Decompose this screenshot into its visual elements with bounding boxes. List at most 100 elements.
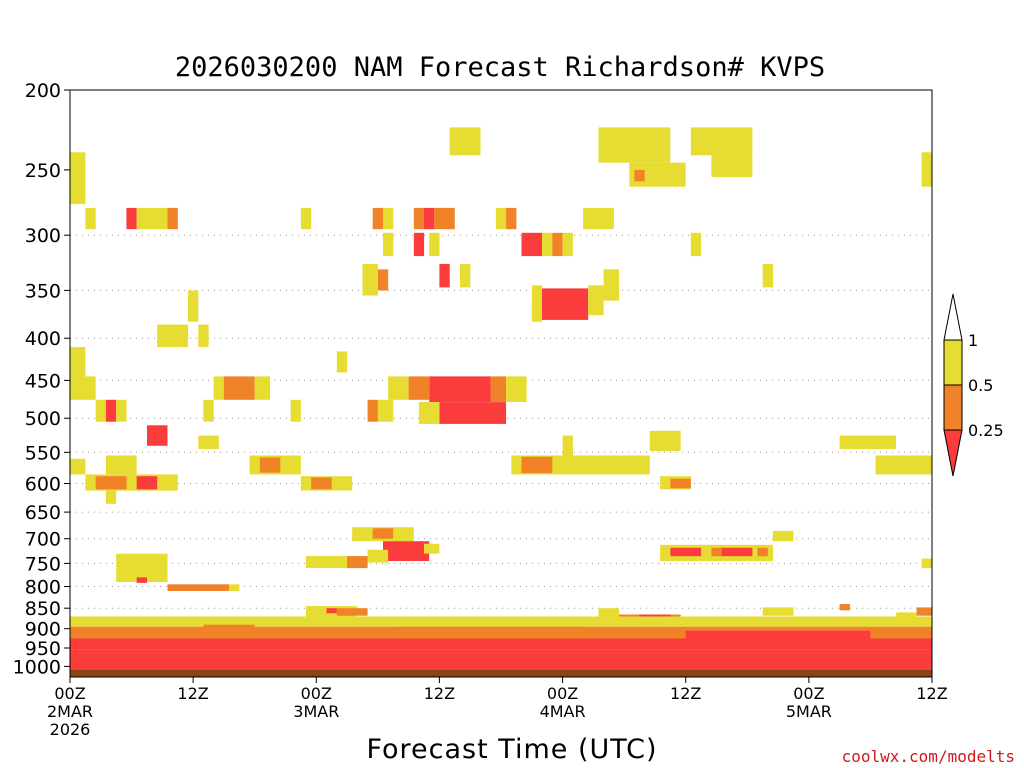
ri-cell-high: [229, 584, 240, 591]
ri-cell-mid: [167, 584, 230, 591]
ri-cell-high: [157, 324, 188, 348]
y-tick-label: 750: [25, 553, 61, 575]
ri-cell-high: [542, 232, 553, 257]
ri-cell-low: [542, 288, 589, 320]
ri-cell-mid: [347, 556, 368, 569]
legend-bin-top: [943, 293, 963, 341]
y-tick-label: 350: [25, 280, 61, 302]
ri-cell-high: [506, 376, 527, 402]
ri-cell-low: [136, 577, 147, 583]
ri-cell-high: [603, 269, 619, 301]
ri-cell-high: [429, 232, 440, 257]
ri-cell-high: [188, 290, 199, 322]
ri-cell-high: [598, 127, 671, 163]
ri-cell-mid: [398, 626, 584, 635]
ri-cell-high: [875, 455, 932, 475]
ri-cell-high: [495, 207, 507, 230]
x-tick-label: 4MAR: [540, 702, 586, 721]
ri-cell-high: [418, 402, 440, 424]
ri-cell-mid: [711, 547, 722, 557]
ri-cell-high: [336, 351, 348, 373]
ri-cell-high: [388, 376, 409, 400]
y-tick-label: 700: [25, 529, 61, 551]
ri-cell-high: [290, 399, 301, 422]
ri-cell-mid: [490, 376, 507, 402]
ri-cell-high: [70, 347, 86, 377]
ri-cell-high: [306, 556, 358, 569]
ri-cell-high: [70, 376, 96, 400]
ri-cell-low: [424, 207, 435, 230]
ri-cell-high: [762, 263, 773, 288]
ri-cell-high: [85, 207, 96, 230]
ri-cell-mid: [552, 232, 563, 257]
legend: 1 0.5 0.25: [943, 293, 1004, 477]
ri-cell-high: [460, 263, 471, 288]
ri-cell-low: [670, 547, 702, 557]
y-tick-label: 800: [25, 577, 61, 599]
ri-cell-mid: [203, 624, 255, 631]
ri-cell-high: [70, 616, 932, 627]
ri-cell-high: [690, 127, 753, 156]
ri-cell-mid: [839, 604, 850, 611]
ri-cell-mid: [259, 457, 281, 473]
x-tick-label: 2026: [50, 720, 91, 739]
ri-cell-high: [136, 207, 168, 230]
ri-cell-high: [583, 207, 614, 230]
ri-cell-high: [921, 558, 932, 569]
ri-cell-high: [116, 553, 168, 582]
ri-cell-high: [562, 232, 573, 257]
ri-cell-high: [70, 152, 86, 205]
ri-cell-high: [690, 232, 702, 257]
ri-cell-high: [449, 127, 481, 156]
y-axis: 200 250 300 350 400 450 500 550 600 650 7007508008…: [13, 80, 70, 678]
x-tick-label: 3MAR: [293, 702, 339, 721]
x-tick-label: 12Z: [670, 684, 701, 703]
ri-cell-low: [126, 207, 137, 230]
ri-cell-mid: [336, 608, 368, 616]
y-tick-label: 550: [25, 442, 61, 464]
legend-bin-mid: [943, 384, 963, 431]
legend-level-label: 0.5: [968, 376, 993, 395]
ri-cell-mid: [311, 477, 332, 490]
ri-cell-high: [198, 435, 219, 449]
legend-bin-high: [943, 339, 963, 386]
legend-bin-low: [943, 429, 963, 477]
ground-band: [70, 670, 932, 677]
ri-cell-low: [147, 425, 168, 446]
ri-cell-mid: [434, 207, 455, 230]
y-tick-label: 1000: [13, 656, 61, 678]
ri-cell-mid: [506, 207, 517, 230]
y-tick-label: 850: [25, 598, 61, 620]
ri-cell-mid: [408, 376, 430, 400]
gridlines: [70, 234, 932, 667]
y-tick-label: 200: [25, 80, 61, 102]
ri-cell-mid: [372, 528, 394, 539]
y-tick-label: 450: [25, 370, 61, 392]
ri-cell-mid: [634, 169, 645, 182]
ri-cell-mid: [377, 269, 389, 291]
ri-cell-high: [300, 207, 312, 230]
x-tick-label: 00Z: [793, 684, 824, 703]
ri-cell-high: [383, 207, 394, 230]
ri-cell-low: [136, 476, 158, 490]
x-tick-label: 00Z: [547, 684, 578, 703]
ri-cell-low: [105, 399, 117, 422]
y-tick-label: 950: [25, 638, 61, 660]
ri-cell-high: [921, 152, 932, 187]
credit-text: coolwx.com/modelts: [842, 747, 1015, 766]
ri-cell-high: [383, 232, 394, 257]
ri-cell-low: [326, 608, 337, 614]
ri-cell-mid: [223, 376, 255, 400]
ri-cell-high: [105, 490, 117, 504]
y-tick-label: 900: [25, 619, 61, 641]
x-tick-label: 2MAR: [47, 702, 93, 721]
ri-cell-low: [439, 263, 450, 288]
ri-cell-low: [439, 402, 507, 424]
ri-cell-mid: [167, 207, 178, 230]
ri-cell-high: [367, 549, 389, 563]
ri-cell-high: [362, 263, 378, 296]
ri-cell-mid: [413, 207, 425, 230]
ri-cell-high: [588, 285, 604, 316]
x-tick-label: 12Z: [424, 684, 455, 703]
